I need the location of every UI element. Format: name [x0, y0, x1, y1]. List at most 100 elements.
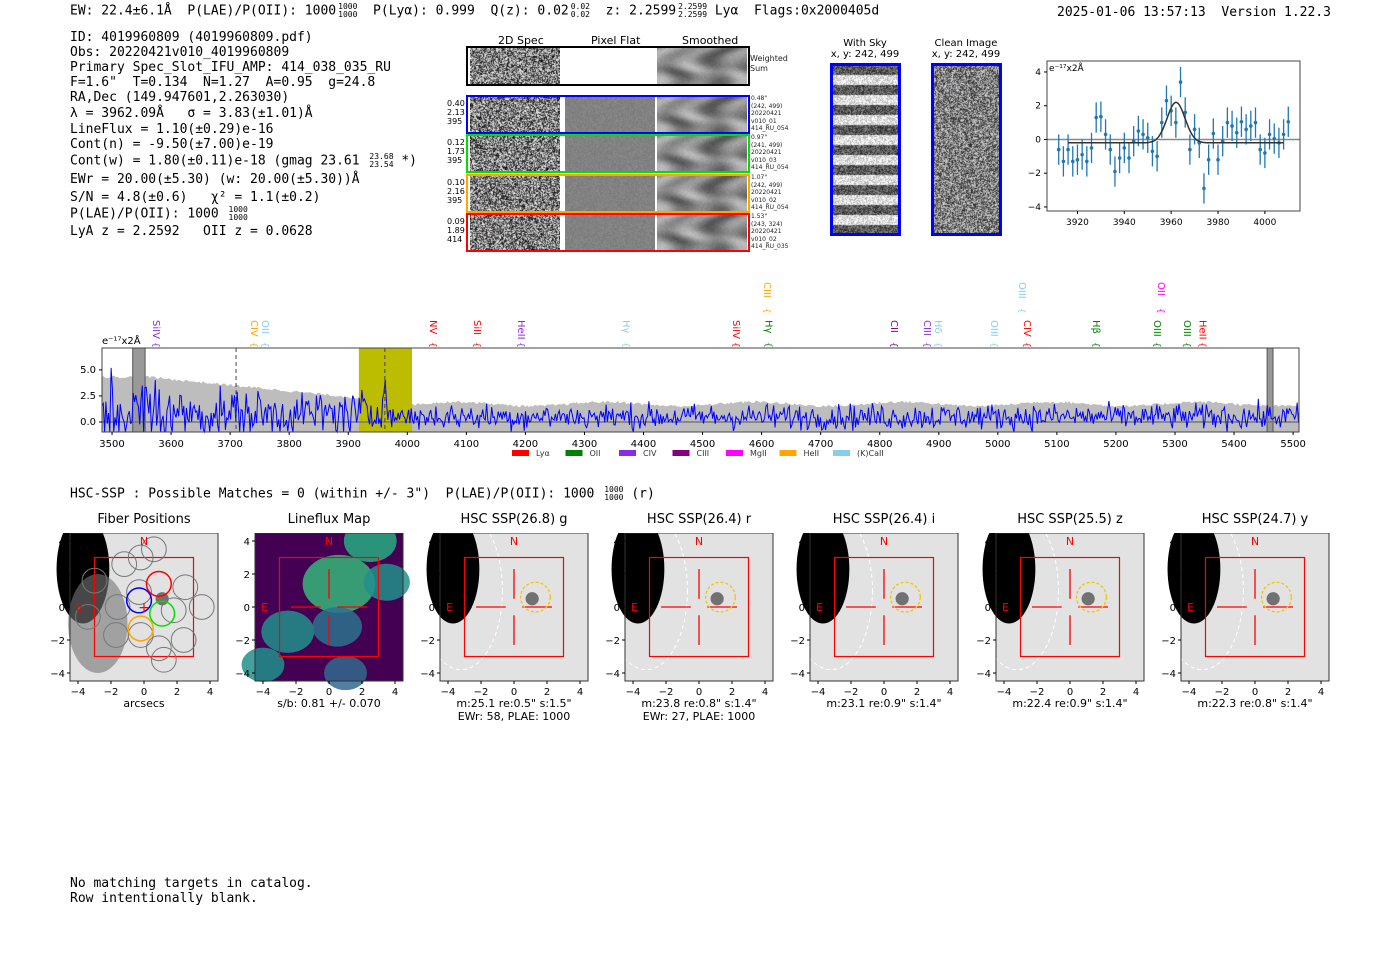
north-label: N	[510, 535, 518, 548]
row-frame	[466, 95, 750, 134]
fiber-circle	[81, 567, 108, 594]
flux-blob	[261, 610, 315, 653]
data-point	[1263, 151, 1267, 155]
fiber-stat: 395	[447, 117, 463, 126]
y-tick-label: −4	[976, 669, 991, 680]
clean-image	[933, 65, 999, 233]
x-tick-label: 3600	[158, 439, 183, 450]
x-tick-label: 5400	[1221, 439, 1246, 450]
y-tick-label: 0	[985, 603, 991, 614]
hsc-summary: HSC-SSP : Possible Matches = 0 (within +…	[70, 486, 655, 502]
data-point	[1113, 169, 1117, 174]
info-primary: Primary Spec_Slot_IFU_AMP: 414_038_035_R…	[70, 60, 391, 75]
data-point	[1206, 157, 1211, 162]
y-tick-label: 2	[1170, 570, 1176, 581]
plae-range: 1000 1000	[338, 3, 357, 19]
cutout-caption: m:23.8 re:0.8" s:1.4" EWr: 27, PLAE: 1000	[641, 697, 756, 723]
caption-line: arcsecs	[123, 697, 165, 710]
x-tick-label: 5500	[1280, 439, 1305, 450]
north-label: N	[325, 535, 333, 548]
pixel-flat-image	[565, 97, 655, 132]
emission-line-label: Hγ	[620, 320, 631, 334]
clean-image-title: Clean Image x, y: 242, 499	[932, 38, 1001, 60]
emission-line-label: Hγ	[762, 320, 773, 334]
north-label: N	[880, 535, 888, 548]
info-cont-n: Cont(n) = -9.50(±7.00)e-19	[70, 137, 274, 152]
x-tick-label: 3940	[1113, 218, 1136, 228]
legend-swatch	[565, 450, 583, 456]
plot-frame	[1046, 60, 1301, 212]
legend-swatch	[619, 450, 636, 456]
search-box	[463, 556, 565, 658]
data-point	[1183, 110, 1188, 115]
data-point	[1267, 132, 1272, 137]
clean-image-frame	[931, 63, 1002, 236]
line-fit-plot: 3920 3940 3960 3980 4000 4 2 0 −2 −4 e⁻¹⁷x2Å	[1028, 60, 1301, 228]
cutout-title: HSC SSP(25.5) z	[1017, 512, 1123, 527]
emission-line-label: CII	[888, 320, 899, 333]
legend-label: HeII	[804, 449, 820, 458]
data-point	[1094, 115, 1098, 120]
fiber-info: 414_RU_054	[751, 125, 789, 132]
x-tick-label: −4	[997, 687, 1012, 698]
with-sky-image	[832, 65, 898, 233]
legend-swatch	[512, 450, 529, 456]
fiber-info: 1.53"	[751, 213, 768, 220]
x-tick-label: 2	[544, 687, 550, 698]
fiber-cutout: + N E −4 4 −2 2 0 0 2 −2 4 −4	[50, 533, 219, 698]
line-bracket: {	[932, 342, 942, 348]
fiber-info: v010_02	[751, 196, 777, 204]
east-label: E	[446, 601, 453, 614]
flux-blob	[302, 554, 376, 613]
y-tick-label: 2	[799, 570, 805, 581]
flux-blob	[324, 655, 367, 691]
fiber-stat: 0.40	[447, 99, 465, 108]
data-point	[1220, 139, 1225, 143]
galaxy-aperture	[419, 533, 503, 671]
data-point	[1136, 129, 1141, 133]
noise-envelope	[102, 375, 1299, 432]
fiber-circle	[126, 579, 152, 606]
fiber-info: v010_02	[751, 235, 777, 243]
fiber-info: (243, 324)	[751, 220, 783, 228]
emission-line-label: SiIV	[150, 320, 161, 339]
plae-range: 1000 1000	[229, 206, 248, 222]
info-id: ID: 4019960809 (4019960809.pdf)	[70, 30, 313, 45]
x-tick-label: −4	[1182, 687, 1197, 698]
cutout-caption: m:23.1 re:0.9" s:1.4"	[826, 697, 941, 710]
source-ellipse	[1075, 581, 1107, 613]
data-point	[1174, 120, 1178, 125]
spec2d-image	[470, 97, 560, 132]
data-point	[1178, 80, 1183, 84]
east-label: E	[1002, 601, 1009, 614]
data-point	[1249, 124, 1253, 128]
header-meta: 2025-01-06 13:57:13 Version 1.22.3	[1057, 5, 1331, 20]
line-id: Lyα	[714, 3, 739, 19]
caption-line: s/b: 0.81 +/- 0.070	[277, 697, 381, 710]
fiber-stat: 0.09	[447, 217, 465, 226]
fiber-circle	[127, 622, 154, 648]
row-frame	[466, 46, 750, 86]
with-sky-frame	[830, 63, 901, 236]
galaxy-aperture	[789, 533, 873, 671]
x-tick-label: 4000	[1253, 218, 1276, 228]
plae-lo: 1000	[228, 213, 248, 222]
footer-line-2: Row intentionally blank.	[70, 891, 258, 906]
emission-line-label: CIV	[1021, 320, 1032, 337]
fiber-info: v010_03	[751, 156, 777, 164]
line-bracket: {	[248, 342, 258, 348]
emission-line-label: OIII	[1016, 282, 1027, 299]
data-point	[1188, 147, 1192, 152]
cont-w-end: *)	[401, 153, 417, 169]
north-label: N	[1251, 535, 1259, 548]
y-tick-label: 0	[614, 603, 620, 614]
cont-w-text: Cont(w) = 1.80(±0.11)e-18 (gmag 23.61	[70, 153, 360, 169]
search-box	[833, 556, 935, 658]
plya-value: P(Lyα): 0.999	[373, 3, 475, 19]
galaxy-aperture	[604, 533, 688, 671]
line-bracket: {	[1196, 342, 1206, 348]
y-tick-label: 2	[59, 570, 65, 581]
spec2d-image	[470, 215, 560, 250]
row-frame	[466, 134, 750, 173]
info-redshift: LyA z = 2.2592 OII z = 0.0628	[70, 224, 313, 239]
